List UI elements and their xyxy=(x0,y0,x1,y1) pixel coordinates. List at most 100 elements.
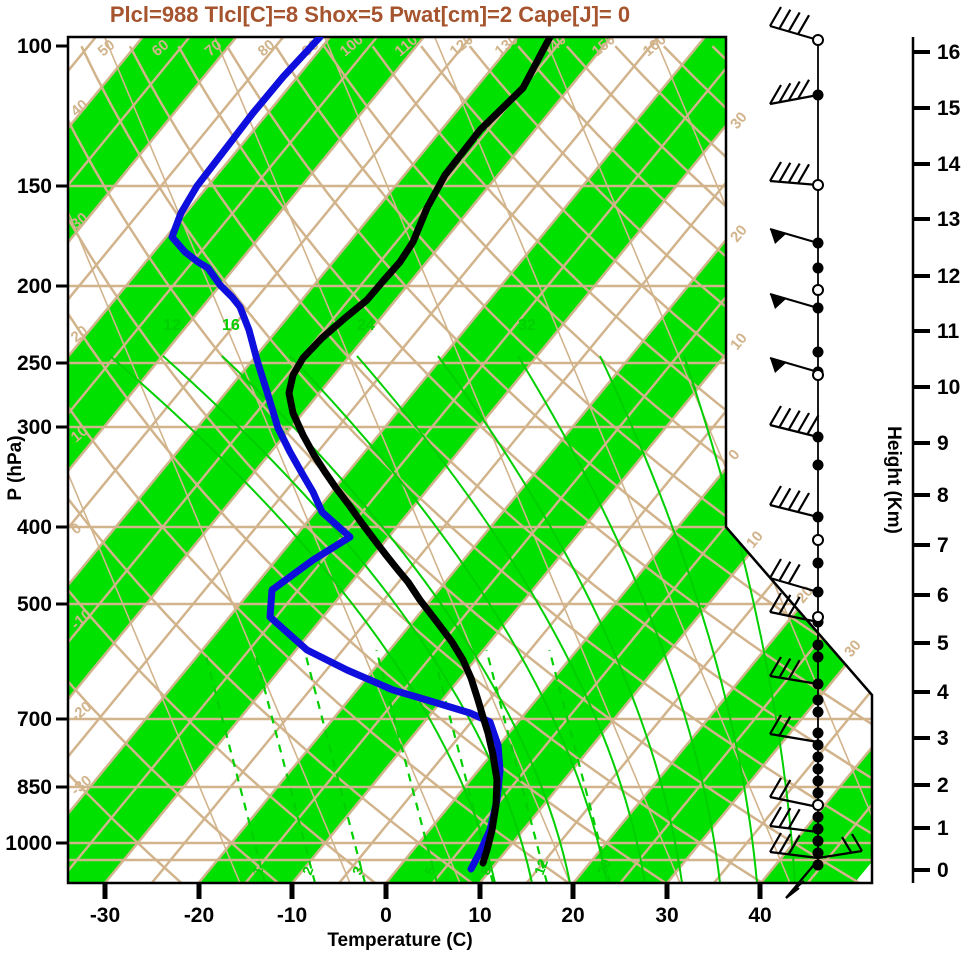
moist-adiabat-line xyxy=(289,355,608,883)
steep-tan-line xyxy=(213,37,571,883)
dry-adiabat-line xyxy=(68,45,764,883)
height-tick-label: 12 xyxy=(937,265,960,288)
wind-barb-tick xyxy=(787,596,801,617)
wind-barb-tick xyxy=(769,6,782,27)
wind-barb-tick xyxy=(806,414,820,435)
moist-adiabat-label: 12 xyxy=(163,317,181,334)
wind-barb-tick xyxy=(769,161,782,182)
wind-barb-tick xyxy=(797,79,810,100)
pressure-tick-label: 700 xyxy=(17,708,52,731)
isotherm-line xyxy=(712,37,872,883)
isotherm-label: 10 xyxy=(727,330,751,354)
temperature-tick-label: 0 xyxy=(380,904,392,927)
temperature-tick-label: -30 xyxy=(90,904,120,927)
temperature-tick-label: -10 xyxy=(277,904,307,927)
station-dot-filled xyxy=(812,237,824,249)
steep-tan-line xyxy=(763,37,872,883)
station-dot-filled xyxy=(812,586,824,598)
dry-adiabat-line xyxy=(68,45,570,883)
station-dot-filled xyxy=(812,89,824,101)
wind-barb-tick xyxy=(778,561,792,582)
moist-adiabat-label: 32 xyxy=(518,317,536,334)
isotherm-line xyxy=(68,37,332,883)
pressure-tick-label: 100 xyxy=(17,35,52,58)
height-tick-label: 15 xyxy=(937,97,961,120)
wind-barb-tick xyxy=(778,487,792,508)
station-dot-open xyxy=(812,179,824,191)
wind-barb-tick xyxy=(778,162,792,183)
wind-barb-tick xyxy=(787,410,801,431)
isotherm-line xyxy=(68,37,191,883)
wind-barb-tick xyxy=(769,485,782,506)
height-tick-label: 11 xyxy=(937,320,960,343)
dry-adiabat-line xyxy=(68,45,376,883)
station-dot-filled xyxy=(812,557,824,569)
station-dot-filled xyxy=(812,262,824,274)
wind-barb-shaft xyxy=(769,732,819,744)
pressure-tick-label: 150 xyxy=(17,175,52,198)
isotherm-line xyxy=(68,37,472,883)
steep-tan-line xyxy=(68,37,241,883)
station-dot-filled xyxy=(812,739,824,751)
dry-adiabat-label: 70 xyxy=(202,36,226,60)
isotherm-line xyxy=(68,37,519,883)
pressure-axis-title: P (hPa) xyxy=(5,435,26,501)
temperature-tick-label: -20 xyxy=(184,904,214,927)
station-dot-filled xyxy=(812,459,824,471)
isotherm-label: 30 xyxy=(727,109,751,133)
height-tick-label: 14 xyxy=(937,153,961,176)
station-dot-open xyxy=(812,284,824,296)
wind-barb-tick xyxy=(778,833,792,854)
wind-barb-shaft xyxy=(769,93,819,106)
dry-adiabat-line xyxy=(68,45,280,883)
isotherm-label: 20 xyxy=(727,222,751,246)
dry-adiabat-label: 50 xyxy=(95,36,119,60)
temperature-curve xyxy=(285,37,554,867)
height-tick-label: 4 xyxy=(937,681,949,704)
wind-barb-tick xyxy=(778,716,792,737)
isotherm-line xyxy=(68,37,238,883)
wind-barb-tick xyxy=(787,659,801,680)
wind-barb-shaft xyxy=(769,674,819,686)
moist-adiabat-line xyxy=(599,355,758,883)
mixing-ratio-label: 20 xyxy=(594,857,614,877)
wind-barb-tick xyxy=(787,11,801,33)
isotherm-line xyxy=(68,37,613,883)
height-tick-label: 0 xyxy=(937,859,949,882)
station-dot-filled xyxy=(812,835,824,847)
isotherm-label: 30 xyxy=(841,637,865,661)
height-tick-label: 13 xyxy=(937,208,960,231)
station-dot-filled xyxy=(812,651,824,663)
isotherm-line xyxy=(572,37,872,883)
green-shading-band xyxy=(573,37,872,883)
wind-barb-tick xyxy=(787,163,801,184)
station-dot-filled xyxy=(812,706,824,718)
station-dot-filled xyxy=(812,763,824,775)
steep-tan-line xyxy=(323,37,681,883)
dry-adiabat-label: 80 xyxy=(255,36,279,60)
station-dot-open xyxy=(812,799,824,811)
station-dot-filled xyxy=(812,678,824,690)
station-dot-filled xyxy=(812,639,824,651)
wind-barb-tick xyxy=(769,656,782,677)
mixing-ratio-line xyxy=(548,649,612,883)
temperature-tick-label: 20 xyxy=(561,904,584,927)
wind-barb-tick xyxy=(769,592,782,613)
height-tick-label: 16 xyxy=(937,41,960,64)
station-dot-open xyxy=(812,369,824,381)
mixing-ratio-label: 3 xyxy=(349,864,367,877)
mixing-ratio-label: 12 xyxy=(531,857,551,877)
wind-barb-shaft xyxy=(769,795,819,809)
surface-wind-barb xyxy=(785,887,800,899)
wind-barb-tick xyxy=(769,84,782,105)
wind-barb-tick xyxy=(778,594,792,615)
dry-adiabat-label: 60 xyxy=(149,36,173,60)
wind-barb-shaft xyxy=(769,610,819,624)
station-dot-open xyxy=(812,34,824,46)
wind-barb-tick xyxy=(769,714,782,735)
station-dot-filled xyxy=(812,787,824,799)
wind-barb-tick xyxy=(778,779,792,800)
station-dot-filled xyxy=(812,751,824,763)
temperature-tick-label: 40 xyxy=(748,904,771,927)
green-shading-band xyxy=(68,37,424,883)
